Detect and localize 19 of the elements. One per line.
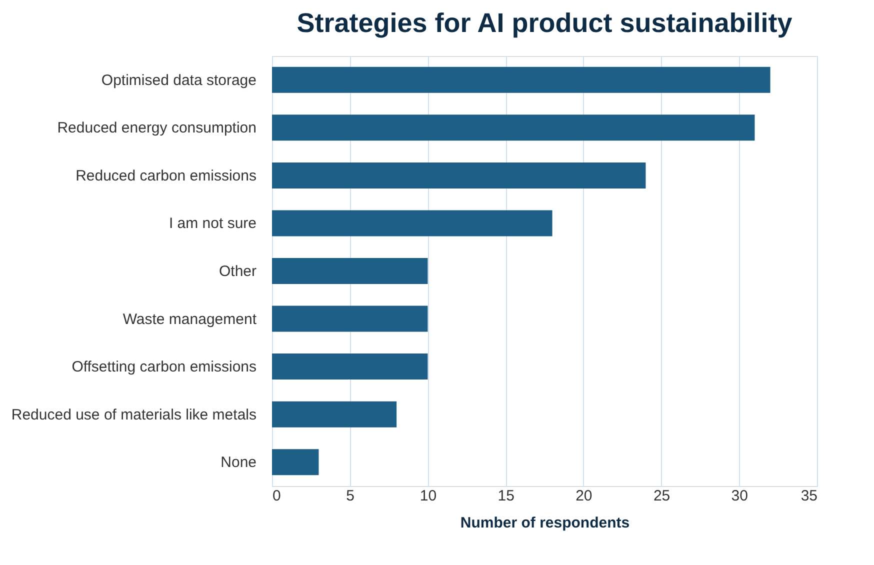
chart-title: Strategies for AI product sustainability: [296, 8, 792, 38]
y-tick-label: Offsetting carbon emissions: [72, 358, 256, 376]
y-tick-label: Reduced use of materials like metals: [11, 406, 256, 424]
x-tick-label: 0: [272, 488, 281, 504]
y-tick-label: Optimised data storage: [101, 72, 256, 89]
x-axis-title: Number of respondents: [460, 514, 630, 532]
y-tick-label: None: [220, 454, 256, 472]
y-tick-label: I am not sure: [168, 215, 256, 232]
y-tick-label: Other: [218, 263, 257, 280]
y-tick-label: Reduced energy consumption: [57, 120, 256, 137]
x-tick-label: 10: [420, 488, 437, 504]
x-tick-label: 30: [731, 488, 748, 504]
x-tick-label: 5: [346, 488, 355, 504]
x-tick-label: 25: [653, 488, 670, 504]
y-tick-label: Waste management: [122, 310, 258, 328]
x-tick-label: 35: [800, 488, 818, 504]
x-tick-label: 15: [498, 488, 514, 504]
x-tick-label: 20: [576, 488, 592, 504]
y-tick-label: Reduced carbon emissions: [76, 167, 256, 184]
